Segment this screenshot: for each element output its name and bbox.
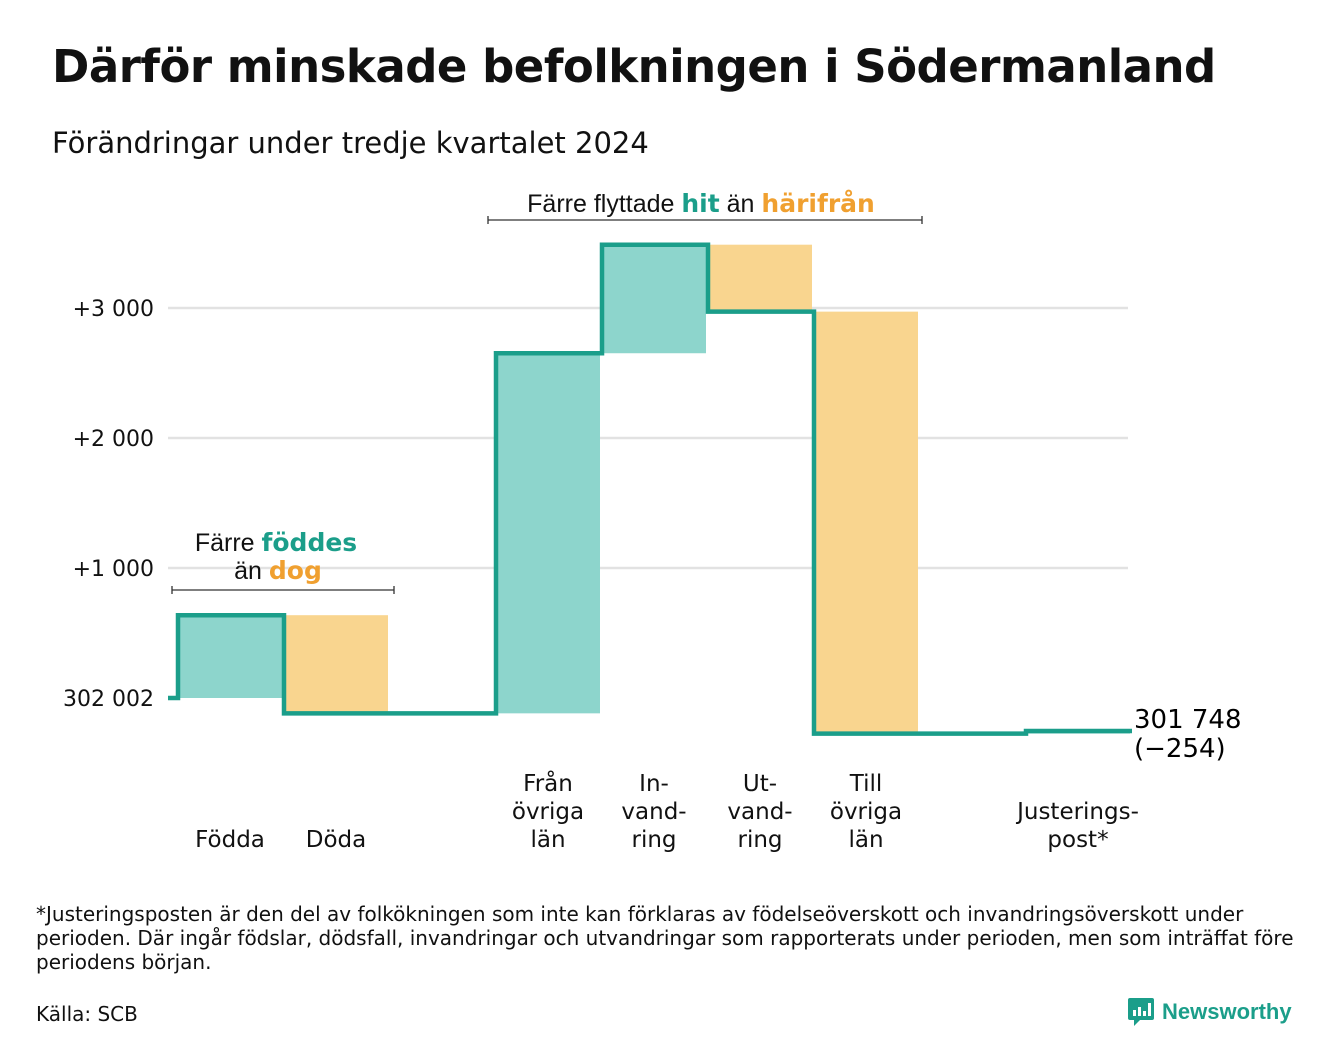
category-label: län xyxy=(848,827,883,853)
bars xyxy=(178,244,1130,734)
category-label: ring xyxy=(737,827,782,853)
chart-title: Därför minskade befolkningen i Södermanl… xyxy=(52,40,1216,93)
annotations: Färre föddes än dog Färre flyttade hit ä… xyxy=(171,189,923,594)
chart-subtitle: Förändringar under tredje kvartalet 2024 xyxy=(52,126,649,160)
category-labels: Födda DödaFrånövrigalänIn-vand-ringUt-van… xyxy=(195,769,1139,853)
category-label: In- xyxy=(639,771,669,797)
category-label: Ut- xyxy=(743,771,777,797)
bar-döda xyxy=(284,615,388,714)
y-tick-label: +2 000 xyxy=(73,427,154,452)
annotation-births-line1: Färre föddes xyxy=(195,528,357,557)
category-label: Födda xyxy=(195,827,265,853)
bar-utvandring xyxy=(708,244,812,312)
category-label: övriga xyxy=(512,799,584,825)
category-label: post* xyxy=(1047,827,1108,853)
end-value-label: 301 748 xyxy=(1134,705,1242,735)
step-line xyxy=(168,242,1132,736)
newsworthy-logo: Newsworthy xyxy=(1128,998,1292,1026)
category-label: vand- xyxy=(621,799,686,825)
logo-text: Newsworthy xyxy=(1162,999,1292,1024)
category-label: län xyxy=(530,827,565,853)
annotation-migration: Färre flyttade hit än härifrån xyxy=(527,189,875,218)
footnote: *Justeringsposten är den del av folkökni… xyxy=(36,902,1294,974)
source-label: Källa: SCB xyxy=(36,1002,138,1026)
category-label: vand- xyxy=(727,799,792,825)
category-label: övriga xyxy=(830,799,902,825)
y-axis: 302 002 +1 000 +2 000 +3 000 xyxy=(63,297,154,712)
cumulative-step-line xyxy=(168,242,1132,736)
y-tick-label: 302 002 xyxy=(63,687,154,712)
waterfall-chart: 302 002+1 000+2 000+3 000 Födda DödaFrånö… xyxy=(63,189,1242,853)
bar-invandring xyxy=(602,244,706,354)
end-change-label: (−254) xyxy=(1134,734,1226,764)
annotation-births-line2: än dog xyxy=(234,556,322,585)
category-label: ring xyxy=(631,827,676,853)
bar-födda xyxy=(178,615,282,698)
category-label: Till xyxy=(849,771,883,797)
y-tick-label: +1 000 xyxy=(73,557,154,582)
bar-till-övriga-län xyxy=(814,311,918,734)
bar-från-övriga-län xyxy=(496,353,600,714)
category-label: Justerings- xyxy=(1015,799,1139,825)
category-label: Från xyxy=(523,769,573,797)
category-label: Döda xyxy=(306,827,366,853)
y-tick-label: +3 000 xyxy=(73,297,154,322)
newsworthy-logo-icon xyxy=(1128,998,1154,1026)
